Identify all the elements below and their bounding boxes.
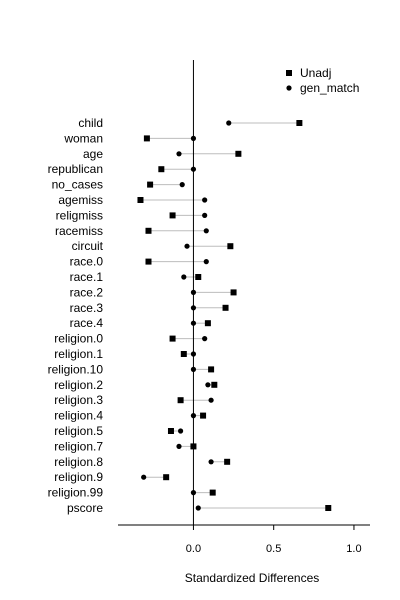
gen-match-point-race-1	[181, 274, 187, 280]
row-label-age: age	[83, 147, 103, 161]
gen-match-point-religmiss	[202, 212, 208, 218]
gen-match-point-circuit	[184, 243, 190, 249]
x-tick-label: 0.5	[266, 543, 281, 555]
row-label-no-cases: no_cases	[52, 178, 103, 192]
x-axis-ticks: 0.0 0.5 1.0	[186, 525, 362, 555]
unadj-point-religion-5	[167, 428, 174, 434]
row-label-religion-99: religion.99	[48, 486, 104, 500]
unadj-point-religion-9	[163, 474, 170, 481]
unadj-point-race-1	[195, 274, 202, 280]
gen-match-point-age	[176, 151, 182, 157]
unadj-point-religion-99	[209, 489, 216, 496]
unadj-point-agemiss	[137, 197, 144, 203]
row-label-religion-1: religion.1	[54, 347, 103, 361]
legend: Unadj gen_match	[286, 66, 359, 95]
gen-match-point-agemiss	[202, 197, 208, 203]
gen-match-point-child	[226, 120, 232, 126]
row-label-religion-5: religion.5	[54, 424, 103, 438]
row-label-racemiss: racemiss	[55, 224, 103, 238]
unadj-point-race-4	[204, 320, 211, 327]
unadj-point-racemiss	[145, 227, 152, 234]
unadj-point-religion-4	[200, 412, 207, 419]
row-label-agemiss: agemiss	[58, 193, 103, 207]
unadj-point-republican	[158, 166, 165, 173]
gen-match-point-religion-3	[208, 397, 214, 403]
chart-rows: childwomanagerepublicanno_casesagemissre…	[48, 116, 332, 515]
row-label-race-2: race.2	[70, 285, 104, 299]
legend-marker-unadj	[286, 70, 292, 76]
legend-label-gen-match: gen_match	[300, 81, 359, 95]
row-label-religion-2: religion.2	[54, 378, 103, 392]
row-label-religmiss: religmiss	[56, 208, 103, 222]
row-label-religion-10: religion.10	[48, 362, 104, 376]
row-label-pscore: pscore	[67, 501, 103, 515]
unadj-point-race-2	[230, 289, 237, 296]
gen-match-point-race-0	[203, 259, 209, 265]
unadj-point-race-3	[222, 304, 229, 311]
unadj-point-no-cases	[147, 181, 154, 188]
gen-match-point-religion-0	[202, 336, 208, 342]
unadj-point-race-0	[145, 258, 152, 265]
unadj-point-religion-8	[224, 458, 231, 465]
row-label-religion-4: religion.4	[54, 409, 103, 423]
legend-label-unadj: Unadj	[300, 66, 331, 80]
gen-match-point-no-cases	[179, 182, 185, 188]
unadj-point-age	[235, 150, 242, 157]
row-label-woman: woman	[63, 131, 103, 145]
row-label-religion-3: religion.3	[54, 393, 103, 407]
unadj-point-religion-0	[169, 335, 176, 342]
row-label-religion-0: religion.0	[54, 332, 103, 346]
row-label-circuit: circuit	[72, 239, 104, 253]
unadj-point-pscore	[325, 505, 332, 511]
row-label-religion-8: religion.8	[54, 455, 103, 469]
gen-match-point-pscore	[195, 505, 201, 511]
gen-match-point-religion-8	[208, 459, 214, 465]
gen-match-point-religion-9	[141, 474, 147, 480]
gen-match-point-racemiss	[203, 228, 209, 234]
unadj-point-religion-3	[177, 397, 184, 404]
unadj-point-religion-2	[211, 381, 218, 388]
gen-match-point-religion-5	[177, 428, 184, 434]
unadj-point-religion-10	[208, 366, 215, 373]
row-label-race-4: race.4	[70, 316, 104, 330]
row-label-child: child	[78, 116, 103, 130]
legend-marker-gen-match	[286, 85, 292, 91]
unadj-point-circuit	[227, 243, 234, 250]
row-label-religion-9: religion.9	[54, 470, 103, 484]
row-label-republican: republican	[48, 162, 103, 176]
row-label-race-0: race.0	[70, 255, 104, 269]
gen-match-point-religion-2	[205, 382, 211, 388]
x-axis-title: Standardized Differences	[185, 571, 320, 585]
row-label-religion-7: religion.7	[54, 439, 103, 453]
gen-match-point-religion-7	[176, 443, 182, 449]
x-tick-label: 0.0	[186, 543, 201, 555]
row-label-race-1: race.1	[70, 270, 104, 284]
unadj-point-religion-1	[180, 351, 187, 357]
x-tick-label: 1.0	[346, 543, 361, 555]
row-label-race-3: race.3	[70, 301, 104, 315]
unadj-point-religmiss	[169, 212, 176, 219]
unadj-point-child	[296, 120, 303, 126]
unadj-point-woman	[143, 135, 150, 142]
